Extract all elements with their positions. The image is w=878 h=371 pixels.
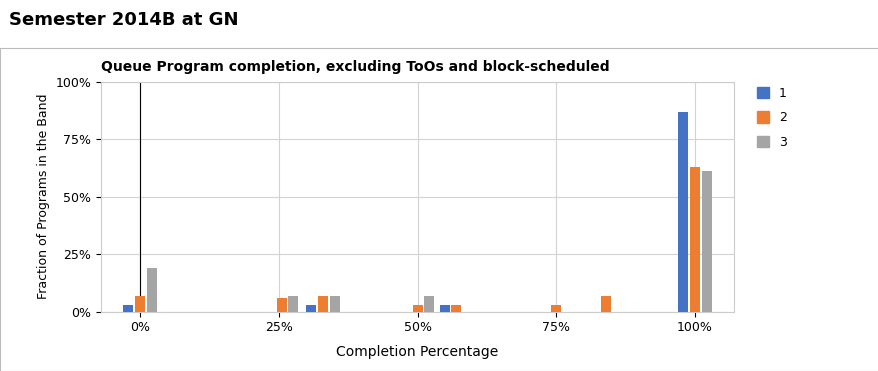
Bar <box>135 296 145 312</box>
Bar <box>288 296 298 312</box>
Bar <box>439 305 450 312</box>
Bar <box>551 305 561 312</box>
Bar <box>277 298 286 312</box>
Bar <box>451 305 461 312</box>
Legend: 1, 2, 3: 1, 2, 3 <box>752 83 790 152</box>
Bar <box>306 305 316 312</box>
Bar <box>701 171 711 312</box>
Bar <box>424 296 434 312</box>
Bar <box>601 296 610 312</box>
Bar <box>412 305 422 312</box>
Bar <box>689 167 699 312</box>
Bar <box>329 296 340 312</box>
Bar <box>123 305 133 312</box>
Text: Queue Program completion, excluding ToOs and block-scheduled: Queue Program completion, excluding ToOs… <box>101 59 609 73</box>
Bar <box>318 296 327 312</box>
Bar <box>147 268 156 312</box>
Text: Semester 2014B at GN: Semester 2014B at GN <box>9 11 238 29</box>
X-axis label: Completion Percentage: Completion Percentage <box>336 345 498 359</box>
Y-axis label: Fraction of Programs in the Band: Fraction of Programs in the Band <box>37 94 50 299</box>
Bar <box>678 112 687 312</box>
